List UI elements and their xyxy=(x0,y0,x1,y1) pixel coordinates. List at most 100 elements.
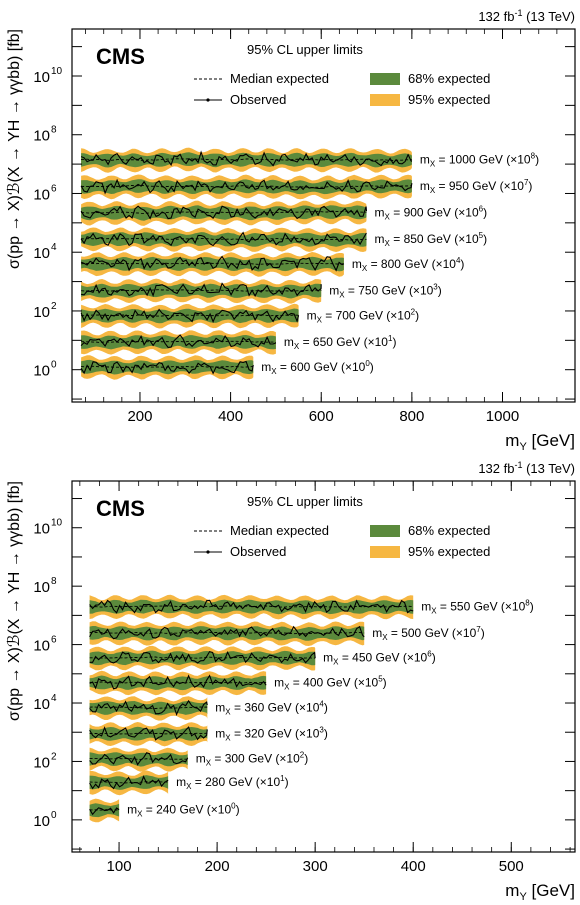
x-tick-label: 300 xyxy=(303,858,328,875)
series-700: mX = 700 GeV (×102) xyxy=(80,303,419,329)
series-label-850: mX = 850 GeV (×105) xyxy=(375,231,488,248)
observed-line-1000 xyxy=(80,150,413,167)
series-label-600: mX = 600 GeV (×100) xyxy=(261,359,374,376)
legend-68-label: 68% expected xyxy=(408,71,490,86)
observed-line-600 xyxy=(80,360,254,375)
y-tick-exponent: 10 xyxy=(51,518,63,529)
y-tick-label: 10 xyxy=(33,696,50,713)
series-label-320: mX = 320 GeV (×103) xyxy=(215,726,328,743)
y-tick-exponent: 6 xyxy=(51,635,57,646)
chart-svg-top: 132 fb-1 (13 TeV) mX = 600 GeV (×100) mX =… xyxy=(6,8,576,452)
x-tick-label: 1000 xyxy=(486,408,519,425)
series-label-800: mX = 800 GeV (×104) xyxy=(352,256,465,273)
series-900: mX = 900 GeV (×106) xyxy=(80,200,487,226)
series-label-650: mX = 650 GeV (×101) xyxy=(284,334,397,351)
series-label-950: mX = 950 GeV (×107) xyxy=(420,178,533,195)
legend-observed-marker xyxy=(206,550,210,554)
observed-line-950 xyxy=(80,178,413,195)
series-500: mX = 500 GeV (×107) xyxy=(89,621,485,646)
legend-median-label: Median expected xyxy=(230,523,329,538)
x-tick-label: 100 xyxy=(107,858,132,875)
y-tick-label: 10 xyxy=(33,813,50,830)
median-line-1000 xyxy=(81,158,412,161)
median-line-600 xyxy=(81,365,254,368)
series-label-450: mX = 450 GeV (×106) xyxy=(323,650,436,667)
x-tick-label: 400 xyxy=(218,408,243,425)
y-tick-exponent: 6 xyxy=(51,183,57,194)
x-tick-label: 200 xyxy=(127,408,152,425)
x-tick-label: 200 xyxy=(205,858,230,875)
y-tick-label: 10 xyxy=(33,638,50,655)
chart-group: 132 fb-1 (13 TeV) mX = 600 GeV (×100) mX =… xyxy=(6,8,576,452)
observed-line-300 xyxy=(89,752,189,766)
series-label-1000: mX = 1000 GeV (×108) xyxy=(420,152,539,169)
cms-label: CMS xyxy=(96,496,145,521)
observed-line-550 xyxy=(89,599,414,614)
series-label-500: mX = 500 GeV (×107) xyxy=(372,625,485,642)
observed-line-360 xyxy=(89,699,208,716)
median-line-240 xyxy=(89,809,120,811)
cl-label: 95% CL upper limits xyxy=(247,42,363,57)
median-line-900 xyxy=(81,210,367,214)
legend-95-label: 95% expected xyxy=(408,544,490,559)
y-tick-exponent: 8 xyxy=(51,576,57,587)
median-line-700 xyxy=(81,314,299,317)
x-tick-label: 500 xyxy=(499,858,524,875)
y-tick-label: 10 xyxy=(33,363,50,380)
legend-observed-label: Observed xyxy=(230,92,286,107)
x-axis-title: mY [GeV] xyxy=(505,431,575,452)
chart-svg-bottom: 132 fb-1 (13 TeV) mX = 240 GeV (×100) mX =… xyxy=(6,460,576,903)
observed-line-650 xyxy=(80,334,277,348)
series-label-360: mX = 360 GeV (×104) xyxy=(215,699,328,716)
median-line-800 xyxy=(81,262,344,265)
observed-line-750 xyxy=(81,282,322,298)
median-line-650 xyxy=(81,340,276,343)
y-tick-exponent: 8 xyxy=(51,125,57,136)
series-label-240: mX = 240 GeV (×100) xyxy=(127,802,240,819)
y-tick-label: 10 xyxy=(33,245,50,262)
median-line-750 xyxy=(81,289,322,292)
legend-95-swatch xyxy=(370,94,400,106)
series-600: mX = 600 GeV (×100) xyxy=(80,355,374,380)
legend-median-label: Median expected xyxy=(230,71,329,86)
band-68-1000 xyxy=(81,152,412,168)
chart-group: 132 fb-1 (13 TeV) mX = 240 GeV (×100) mX =… xyxy=(6,460,576,903)
y-tick-exponent: 0 xyxy=(51,360,57,371)
lumi-label: 132 fb-1 (13 TeV) xyxy=(478,8,575,24)
observed-line-450 xyxy=(89,650,316,664)
series-800: mX = 800 GeV (×104) xyxy=(80,252,465,277)
y-tick-label: 10 xyxy=(33,754,50,771)
series-label-400: mX = 400 GeV (×105) xyxy=(274,675,387,692)
series-750: mX = 750 GeV (×103) xyxy=(81,278,442,304)
series-850: mX = 850 GeV (×105) xyxy=(80,227,488,252)
series-320: mX = 320 GeV (×103) xyxy=(89,722,328,747)
series-label-280: mX = 280 GeV (×101) xyxy=(176,774,289,791)
series-550: mX = 550 GeV (×108) xyxy=(89,594,534,620)
series-950: mX = 950 GeV (×107) xyxy=(80,174,533,200)
y-tick-label: 10 xyxy=(33,521,50,538)
observed-line-240 xyxy=(89,807,120,816)
series-450: mX = 450 GeV (×106) xyxy=(89,645,436,671)
observed-line-320 xyxy=(89,726,208,741)
limit-plot-high-mass: 132 fb-1 (13 TeV) mX = 600 GeV (×100) mX =… xyxy=(0,0,580,452)
band-68-450 xyxy=(89,650,316,666)
observed-line-900 xyxy=(80,205,368,220)
legend-observed-marker xyxy=(206,98,210,102)
x-axis-title: mY [GeV] xyxy=(505,881,575,903)
y-tick-label: 10 xyxy=(33,186,50,203)
median-line-450 xyxy=(89,656,316,659)
series-280: mX = 280 GeV (×101) xyxy=(89,770,289,796)
y-tick-exponent: 2 xyxy=(51,751,57,762)
observed-line-700 xyxy=(80,308,300,324)
x-tick-label: 400 xyxy=(401,858,426,875)
y-axis-title: σ(pp → X)ℬ(X → YH → γγbb) [fb] xyxy=(6,29,23,269)
series-400: mX = 400 GeV (×105) xyxy=(89,670,387,696)
median-line-850 xyxy=(81,237,367,241)
legend-observed-label: Observed xyxy=(230,544,286,559)
legend-68-swatch xyxy=(370,73,400,85)
series-360: mX = 360 GeV (×104) xyxy=(89,696,328,721)
series-label-750: mX = 750 GeV (×103) xyxy=(329,282,442,299)
x-tick-label: 600 xyxy=(309,408,334,425)
y-tick-exponent: 2 xyxy=(51,301,57,312)
observed-line-280 xyxy=(89,775,169,790)
